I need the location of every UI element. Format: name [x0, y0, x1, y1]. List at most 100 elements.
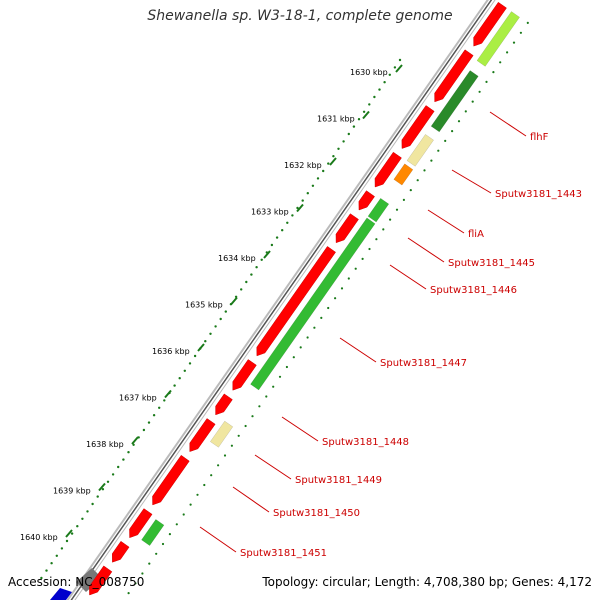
gene-label: Sputw3181_1445 [448, 258, 535, 269]
kbp-tick-label: 1636 kbp [152, 347, 190, 356]
scale-dot [240, 288, 243, 291]
kbp-tick-label: 1638 kbp [86, 440, 124, 449]
inner-scale-dot [382, 228, 385, 231]
gene-label-leaders [199, 111, 527, 553]
blue-block [50, 588, 72, 600]
feature-track [141, 11, 520, 546]
inner-scale-dot [437, 149, 440, 152]
kbp-tick-mark [164, 389, 172, 399]
gene-label: flhF [530, 132, 549, 143]
gene-label-leader [389, 264, 427, 290]
scale-dot [183, 369, 186, 372]
kbp-tick-label: 1639 kbp [53, 487, 91, 496]
inner-scale-dot [148, 562, 151, 565]
inner-scale-dot [519, 31, 523, 34]
scale-dot [188, 362, 192, 365]
scale-dot [86, 510, 89, 513]
cds-arrow [256, 246, 336, 357]
scale-dot [337, 147, 340, 150]
scale-dot [147, 421, 151, 424]
scale-dot [142, 428, 146, 432]
scale-dot [327, 162, 330, 165]
scale-dot [91, 502, 94, 506]
kbp-tick-label: 1637 kbp [119, 394, 157, 403]
kbp-tick-label: 1634 kbp [218, 254, 256, 263]
kbp-tick-mark [329, 157, 337, 166]
feature-block [250, 217, 376, 391]
inner-scale-dot [451, 130, 454, 133]
backbone-line [66, 0, 489, 600]
inner-scale-dot [416, 179, 419, 182]
gene-label: Sputw3181_1450 [273, 508, 360, 519]
scale-dot [357, 118, 361, 121]
kbp-tick-labels: 1630 kbp 1631 kbp 1632 kbp 1633 kbp 1634 kbp… [20, 64, 403, 542]
scale-dot [152, 414, 156, 417]
inner-scale-ring [127, 21, 529, 595]
gene-label-leader [407, 237, 445, 263]
inner-scale-dot [217, 464, 220, 467]
scale-dot [286, 221, 289, 224]
feature-block [406, 134, 434, 167]
kbp-tick-label: 1632 kbp [284, 161, 322, 170]
grey-block [76, 568, 102, 592]
cds-track-forward [89, 1, 507, 596]
scale-dot [70, 532, 74, 535]
inner-scale-dot [471, 100, 474, 103]
scale-dot [347, 132, 350, 136]
gene-label-leader [489, 111, 527, 137]
scale-dot [322, 169, 325, 173]
inner-scale-dot [210, 474, 213, 477]
inner-scale-dot [141, 572, 144, 575]
scale-dot [398, 58, 402, 62]
inner-scale-dot [285, 365, 288, 369]
inner-scale-dot [375, 238, 378, 241]
scale-dot [301, 199, 304, 202]
cds-arrow [232, 359, 257, 391]
feature-block [141, 519, 165, 546]
scale-dot [378, 88, 381, 91]
scale-dot [245, 280, 248, 284]
scale-dot [45, 569, 48, 572]
scale-dot [260, 258, 263, 261]
inner-scale-dot [161, 542, 165, 546]
scale-dot [163, 399, 166, 402]
inner-scale-dot [347, 277, 350, 280]
gene-label-leader [281, 416, 319, 442]
gene-label: fliA [468, 229, 484, 240]
kbp-tick-mark [362, 110, 370, 120]
inner-scale-dot [395, 208, 399, 211]
scale-dot [50, 562, 53, 565]
accession-text: Accession: NC_008750 [8, 575, 145, 589]
inner-scale-dot [512, 41, 516, 44]
inner-scale-dot [155, 552, 158, 555]
inner-scale-dot [292, 356, 295, 359]
inner-scale-dot [299, 346, 302, 349]
inner-scale-dot [189, 503, 192, 506]
scale-dot [306, 192, 309, 195]
kbp-scale-ring [40, 58, 402, 580]
inner-scale-dot [327, 306, 330, 310]
inner-scale-dot [402, 198, 405, 201]
cds-arrow [473, 1, 507, 47]
kbp-tick-mark [65, 529, 73, 538]
feature-block [393, 163, 414, 186]
feature-block [430, 70, 479, 133]
inner-scale-dot [175, 523, 178, 526]
inner-scale-dot [354, 267, 357, 270]
gene-label: Sputw3181_1449 [295, 475, 382, 486]
scale-dot [316, 177, 320, 180]
gene-label-leader [254, 454, 292, 480]
inner-scale-dot [464, 110, 467, 113]
kbp-tick-mark [197, 343, 205, 352]
cds-arrow [189, 418, 216, 452]
inner-scale-dot [389, 218, 392, 221]
inner-scale-dot [230, 444, 233, 447]
scale-dot [275, 236, 279, 239]
gene-label-leader [339, 337, 377, 363]
cds-arrow [358, 190, 375, 211]
map-title: Shewanella sp. W3-18-1, complete genome [147, 8, 453, 24]
kbp-tick-label: 1631 kbp [317, 115, 355, 124]
gene-label: Sputw3181_1446 [430, 285, 517, 296]
kbp-tick-mark [98, 482, 106, 492]
inner-scale-dot [237, 434, 240, 437]
